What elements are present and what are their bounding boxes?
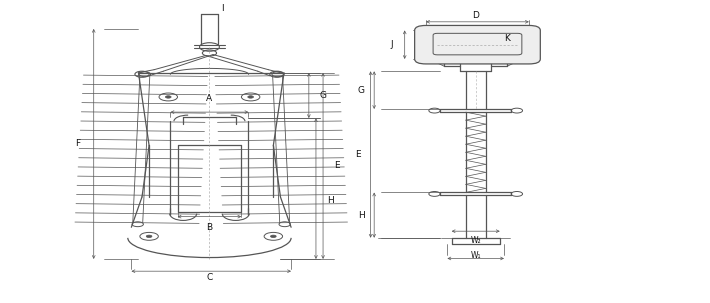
Circle shape	[248, 96, 253, 98]
Text: D: D	[472, 11, 479, 20]
Circle shape	[146, 235, 152, 238]
Text: E: E	[355, 150, 361, 159]
Text: E: E	[334, 161, 340, 170]
FancyBboxPatch shape	[415, 25, 540, 64]
Circle shape	[165, 96, 171, 98]
Text: K: K	[504, 34, 510, 42]
Text: W₂: W₂	[471, 236, 481, 245]
Text: G: G	[320, 91, 327, 100]
Text: C: C	[207, 273, 212, 282]
Text: H: H	[358, 211, 365, 220]
Text: J: J	[391, 40, 393, 49]
Text: A: A	[207, 94, 212, 103]
Text: H: H	[327, 196, 334, 205]
Text: W₁: W₁	[471, 251, 481, 260]
Text: F: F	[75, 139, 81, 148]
Text: I: I	[221, 4, 224, 13]
Text: G: G	[358, 86, 365, 95]
Text: B: B	[207, 223, 212, 232]
Circle shape	[271, 235, 276, 238]
